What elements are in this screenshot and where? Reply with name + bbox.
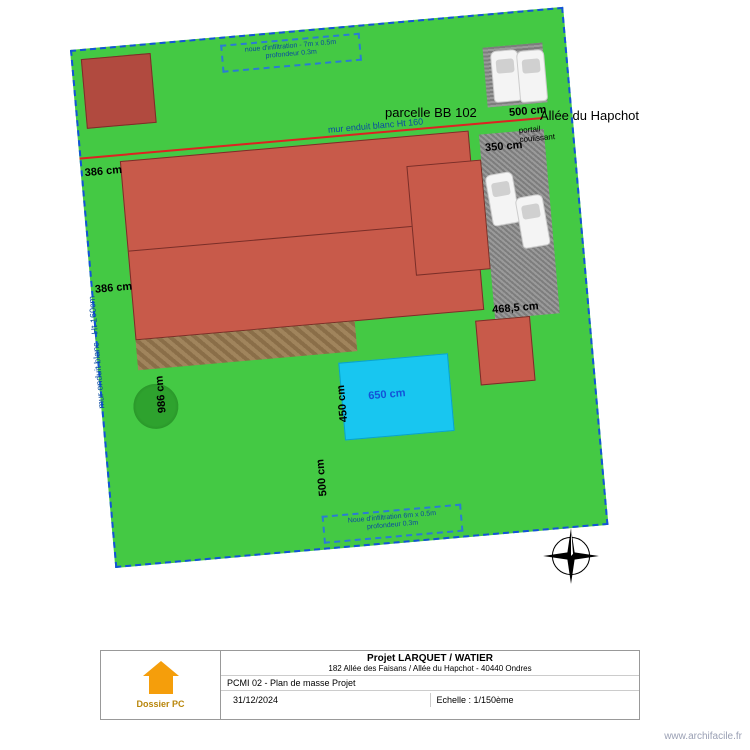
project-name: Projet LARQUET / WATIER	[367, 653, 493, 664]
watermark: www.archifacile.fr	[664, 731, 742, 742]
title-block-info: Projet LARQUET / WATIER 182 Allée des Fa…	[221, 651, 639, 719]
project-header: Projet LARQUET / WATIER 182 Allée des Fa…	[221, 651, 639, 676]
project-address: 182 Allée des Faisans / Allée du Hapchot…	[328, 664, 531, 673]
document-scale: Echelle : 1/150ème	[431, 693, 634, 707]
parcel-label: parcelle BB 102	[385, 105, 477, 120]
title-block-logo: Dossier PC	[101, 651, 221, 719]
shed	[81, 53, 157, 129]
logo-caption: Dossier PC	[136, 699, 184, 709]
street-label: Allée du Hapchot	[540, 108, 639, 123]
car-icon	[516, 49, 548, 103]
document-title: PCMI 02 - Plan de masse Projet	[221, 676, 639, 691]
outbuilding	[475, 316, 535, 386]
title-block: Dossier PC Projet LARQUET / WATIER 182 A…	[100, 650, 640, 720]
house-extension-roof	[406, 160, 490, 276]
house-icon	[143, 661, 179, 697]
compass-icon	[540, 525, 602, 587]
document-date: 31/12/2024	[227, 693, 431, 707]
site-plan-canvas: noue d'infiltration - 7m x 0.5m profonde…	[0, 0, 750, 750]
